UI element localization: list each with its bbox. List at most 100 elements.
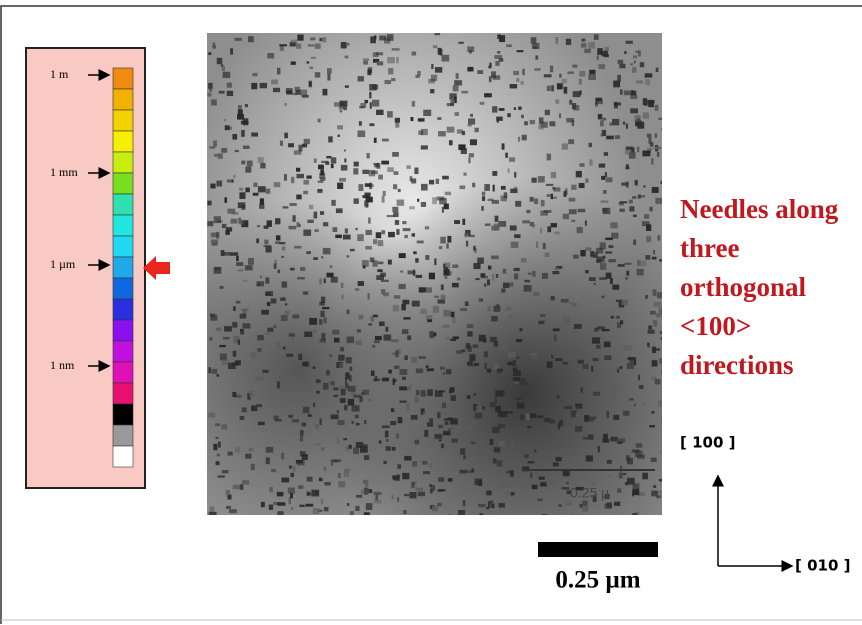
- texture-speck: [238, 269, 244, 271]
- texture-speck: [394, 171, 399, 175]
- texture-speck: [514, 107, 516, 110]
- texture-speck: [616, 300, 622, 302]
- texture-speck: [646, 224, 651, 231]
- texture-speck: [266, 331, 270, 334]
- texture-speck: [337, 410, 339, 413]
- texture-speck: [311, 57, 316, 59]
- texture-speck: [468, 118, 475, 124]
- texture-speck: [361, 392, 365, 394]
- texture-speck: [589, 277, 596, 281]
- texture-speck: [304, 332, 312, 337]
- texture-speck: [632, 67, 637, 73]
- texture-speck: [467, 67, 473, 72]
- texture-speck: [333, 387, 338, 390]
- texture-speck: [412, 101, 415, 107]
- texture-speck: [277, 492, 284, 497]
- texture-speck: [534, 450, 536, 453]
- texture-speck: [364, 488, 369, 495]
- texture-speck: [581, 43, 586, 47]
- texture-speck: [491, 316, 498, 322]
- texture-speck: [434, 332, 437, 336]
- texture-speck: [442, 176, 449, 180]
- texture-speck: [487, 369, 491, 373]
- texture-speck: [446, 243, 448, 248]
- texture-speck: [488, 452, 492, 454]
- texture-speck: [423, 412, 427, 415]
- texture-speck: [341, 165, 348, 171]
- slide: 1 m1 mm1 µm1 nm 0.25 µ 0.25 µm Needles a…: [0, 0, 862, 625]
- texture-speck: [375, 336, 382, 340]
- texture-speck: [579, 79, 582, 85]
- texture-speck: [350, 511, 354, 515]
- texture-speck: [550, 66, 553, 73]
- texture-speck: [597, 55, 599, 59]
- texture-speck: [372, 345, 375, 348]
- texture-speck: [277, 502, 285, 506]
- texture-speck: [544, 210, 552, 213]
- texture-speck: [600, 120, 604, 126]
- texture-speck: [553, 197, 557, 199]
- texture-speck: [533, 46, 537, 48]
- texture-speck: [454, 80, 462, 85]
- texture-speck: [432, 506, 438, 511]
- texture-speck: [470, 114, 473, 117]
- texture-speck: [340, 347, 344, 351]
- texture-speck: [469, 50, 472, 54]
- texture-speck: [282, 246, 285, 250]
- texture-speck: [326, 156, 331, 158]
- texture-speck: [258, 186, 266, 192]
- texture-speck: [601, 296, 604, 299]
- texture-speck: [289, 465, 292, 468]
- texture-speck: [643, 185, 646, 187]
- texture-speck: [605, 172, 607, 177]
- texture-speck: [238, 105, 242, 110]
- texture-speck: [481, 206, 483, 211]
- texture-speck: [513, 377, 520, 381]
- texture-speck: [298, 145, 302, 152]
- texture-speck: [424, 112, 429, 116]
- texture-speck: [580, 504, 583, 508]
- texture-speck: [355, 415, 359, 419]
- texture-speck: [580, 250, 585, 256]
- texture-speck: [652, 347, 656, 353]
- texture-speck: [617, 369, 619, 372]
- texture-speck: [233, 175, 235, 178]
- texture-speck: [437, 197, 445, 201]
- texture-speck: [586, 455, 593, 461]
- texture-speck: [281, 453, 284, 460]
- texture-speck: [251, 464, 255, 470]
- texture-speck: [625, 277, 627, 280]
- texture-speck: [604, 355, 611, 360]
- texture-speck: [292, 315, 299, 319]
- texture-speck: [283, 347, 286, 350]
- texture-speck: [387, 215, 395, 217]
- texture-speck: [341, 42, 347, 48]
- texture-speck: [427, 368, 434, 371]
- texture-speck: [554, 334, 557, 340]
- texture-speck: [459, 470, 467, 474]
- texture-speck: [393, 378, 395, 385]
- color-swatch: [113, 68, 133, 89]
- texture-speck: [313, 330, 317, 333]
- texture-speck: [240, 484, 244, 490]
- texture-speck: [212, 45, 216, 48]
- texture-speck: [513, 360, 516, 366]
- texture-speck: [411, 117, 414, 121]
- texture-speck: [493, 458, 497, 463]
- texture-speck: [469, 354, 475, 361]
- texture-speck: [392, 207, 398, 212]
- texture-speck: [655, 105, 659, 111]
- texture-speck: [645, 73, 653, 77]
- texture-speck: [592, 341, 599, 343]
- texture-speck: [545, 253, 549, 257]
- texture-speck: [402, 329, 408, 334]
- texture-speck: [516, 78, 519, 82]
- texture-speck: [251, 405, 257, 411]
- texture-speck: [377, 269, 382, 272]
- texture-speck: [303, 407, 309, 413]
- texture-speck: [484, 351, 488, 357]
- texture-speck: [306, 175, 311, 178]
- texture-speck: [423, 471, 430, 474]
- texture-speck: [378, 175, 383, 180]
- texture-speck: [522, 220, 529, 223]
